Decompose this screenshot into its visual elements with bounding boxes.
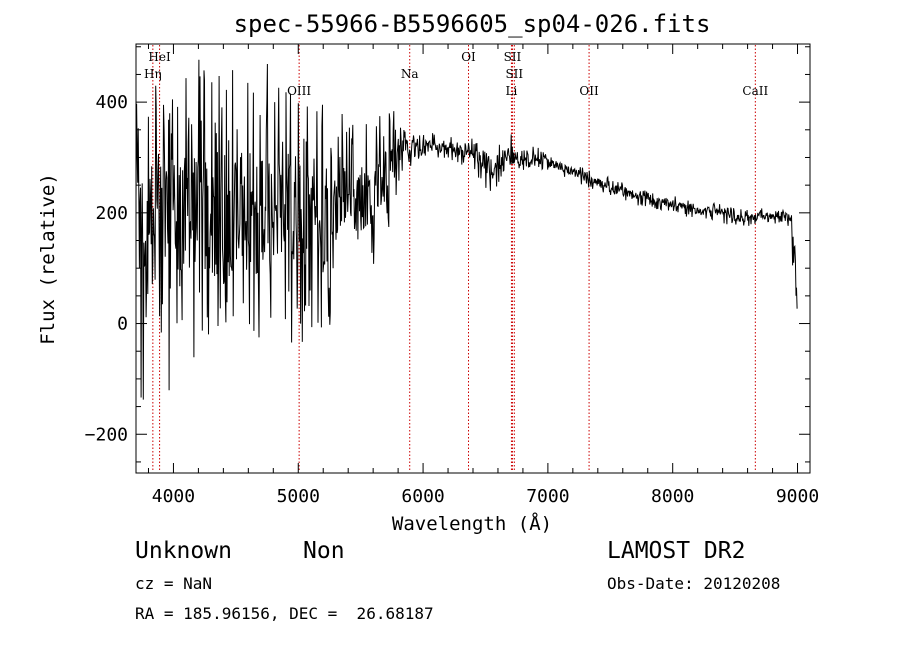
chart-title: spec-55966-B5596605_sp04-026.fits bbox=[234, 10, 711, 38]
y-axis-ticks: −200 0 200 400 bbox=[85, 46, 810, 463]
spectrum-line bbox=[135, 59, 798, 400]
x-axis-ticks: 4000 5000 6000 7000 8000 9000 bbox=[147, 44, 819, 507]
x-tick-label: 9000 bbox=[776, 486, 819, 507]
x-tick-label: 7000 bbox=[526, 486, 569, 507]
plot-frame bbox=[135, 43, 811, 474]
y-tick-label: −200 bbox=[85, 424, 128, 445]
spectral-line-label: Na bbox=[401, 67, 419, 81]
y-tick-label: 400 bbox=[95, 92, 128, 113]
spectral-line-label: Hη bbox=[144, 67, 162, 81]
survey-name: LAMOST DR2 bbox=[607, 538, 746, 564]
spectral-line-label: OI bbox=[461, 50, 476, 64]
spectral-line-label: HeI bbox=[148, 50, 171, 64]
x-tick-label: 5000 bbox=[277, 486, 320, 507]
x-axis-label: Wavelength (Å) bbox=[392, 512, 552, 535]
spectral-line-label: SII bbox=[505, 67, 523, 81]
x-tick-label: 6000 bbox=[401, 486, 444, 507]
redshift-value: cz = NaN bbox=[135, 574, 213, 593]
object-class: Unknown bbox=[135, 538, 232, 564]
y-tick-label: 0 bbox=[117, 314, 128, 335]
sky-coordinates: RA = 185.96156, DEC = 26.68187 bbox=[135, 604, 434, 623]
y-tick-label: 200 bbox=[95, 203, 128, 224]
spectral-line-label: Li bbox=[506, 84, 518, 98]
spectral-line-label: SII bbox=[504, 50, 522, 64]
spectral-line-label: CaII bbox=[742, 84, 768, 98]
spectral-line-label: OII bbox=[579, 84, 599, 98]
observation-date: Obs-Date: 20120208 bbox=[607, 574, 781, 593]
y-axis-label: Flux (relative) bbox=[37, 173, 59, 345]
x-tick-label: 4000 bbox=[152, 486, 195, 507]
x-tick-label: 8000 bbox=[651, 486, 694, 507]
spectral-line-label: OIII bbox=[287, 84, 311, 98]
spectral-line-labels: HeI Hη OIII Na OI SII SII Li OII CaII bbox=[144, 50, 768, 98]
object-subclass: Non bbox=[303, 538, 345, 564]
